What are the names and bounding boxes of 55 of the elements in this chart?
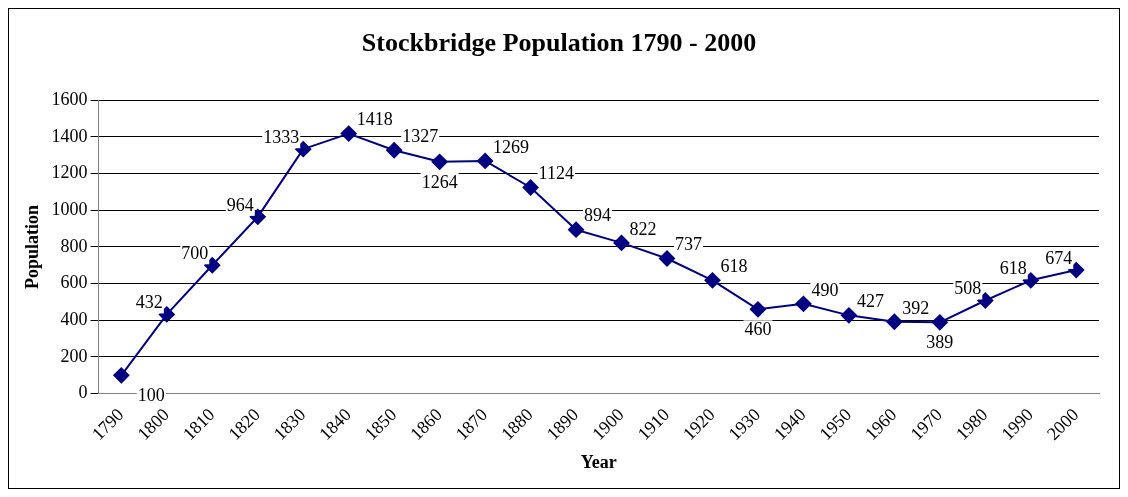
y-tick-label: 800 <box>60 235 88 256</box>
data-label: 392 <box>902 297 930 318</box>
point <box>204 257 221 274</box>
data-label: 822 <box>629 218 657 239</box>
point <box>295 141 312 158</box>
data-label: 1124 <box>538 163 574 184</box>
y-tick-label: 1600 <box>51 88 88 109</box>
data-label: 100 <box>137 385 165 406</box>
data-label: 618 <box>720 256 748 277</box>
data-label: 1327 <box>402 126 439 147</box>
y-tick-label: 400 <box>60 309 88 330</box>
point <box>158 306 175 323</box>
data-label: 1264 <box>421 171 458 192</box>
data-label: 389 <box>926 332 954 353</box>
y-axis-title: Population <box>22 204 43 289</box>
point <box>659 250 676 267</box>
data-label: 508 <box>954 278 982 299</box>
data-label: 1333 <box>263 126 300 147</box>
data-label: 1269 <box>493 136 530 157</box>
point <box>113 367 130 384</box>
point <box>522 179 539 196</box>
point <box>613 234 630 251</box>
data-label: 964 <box>226 194 254 215</box>
point <box>840 307 857 324</box>
point <box>977 292 994 309</box>
point <box>1022 272 1039 289</box>
data-label: 490 <box>811 279 839 300</box>
data-label: 1418 <box>356 109 393 130</box>
point <box>477 152 494 169</box>
data-label: 674 <box>1045 247 1073 268</box>
point <box>431 153 448 170</box>
point <box>931 314 948 331</box>
point <box>1068 262 1085 279</box>
data-label: 427 <box>856 291 884 312</box>
y-tick-label: 1400 <box>51 125 88 146</box>
y-tick-label: 1200 <box>51 162 88 183</box>
y-tick-label: 600 <box>60 272 88 293</box>
point <box>704 272 721 289</box>
data-label: 700 <box>181 243 209 264</box>
x-axis-title: Year <box>580 451 617 472</box>
data-label: 894 <box>584 205 612 226</box>
point <box>386 142 403 159</box>
point <box>795 295 812 312</box>
chart-title: Stockbridge Population 1790 - 2000 <box>361 28 757 58</box>
point <box>340 125 357 142</box>
y-tick-label: 0 <box>78 382 88 403</box>
y-tick-label: 200 <box>60 345 88 366</box>
point <box>749 301 766 318</box>
data-label: 432 <box>135 292 163 313</box>
point <box>886 313 903 330</box>
data-label: 460 <box>744 319 772 340</box>
data-label: 737 <box>675 234 703 255</box>
y-tick-label: 1000 <box>51 198 88 219</box>
data-label: 618 <box>999 258 1027 279</box>
point <box>568 221 585 238</box>
